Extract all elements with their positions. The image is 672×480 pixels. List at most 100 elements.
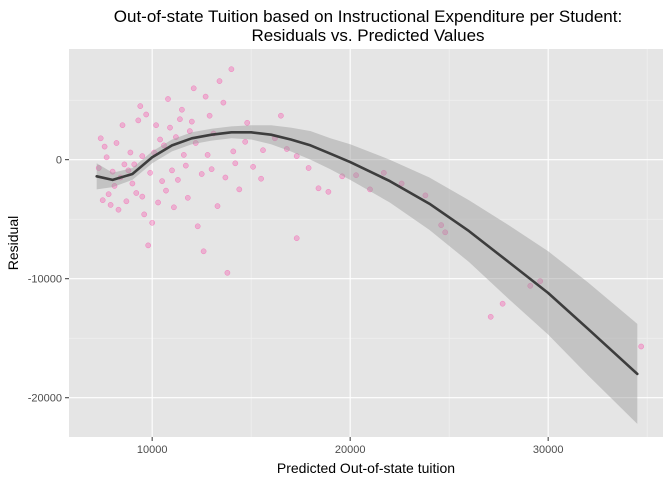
data-point (236, 186, 243, 193)
data-point (367, 186, 373, 193)
y-tick-label: 0 (56, 155, 62, 167)
x-tick-label: 30000 (533, 444, 564, 456)
x-axis-title: Predicted Out-of-state tuition (277, 460, 455, 476)
data-point (190, 85, 197, 92)
data-point (202, 93, 209, 100)
data-point (208, 166, 215, 173)
data-point (353, 172, 359, 179)
data-point (192, 140, 199, 146)
data-point (139, 193, 146, 200)
data-point (163, 187, 169, 194)
data-point (499, 300, 506, 307)
data-point (232, 160, 239, 167)
data-point (244, 119, 251, 126)
data-point (155, 199, 161, 206)
data-point (214, 203, 221, 209)
data-point (339, 173, 346, 180)
data-point (258, 175, 264, 182)
data-point (177, 116, 183, 123)
data-point (111, 183, 118, 189)
data-point (99, 197, 106, 204)
data-point (438, 222, 445, 228)
data-point (250, 163, 256, 170)
data-point (638, 343, 645, 350)
data-point (315, 185, 322, 192)
data-point (101, 143, 108, 150)
data-point (137, 103, 144, 109)
x-axis: 10000 20000 30000 (137, 437, 564, 456)
y-tick-label: -20000 (28, 393, 62, 405)
data-point (184, 194, 191, 201)
data-point (180, 152, 187, 158)
data-point (230, 148, 237, 155)
data-point (165, 96, 171, 102)
data-point (147, 169, 154, 176)
data-point (135, 117, 142, 124)
data-point (125, 167, 132, 174)
data-point (97, 135, 104, 142)
data-point (95, 165, 102, 171)
data-point (115, 206, 122, 213)
chart-title: Out-of-state Tuition based on Instructio… (114, 7, 622, 26)
data-point (141, 211, 148, 218)
data-point (105, 191, 112, 198)
data-point (398, 180, 405, 187)
data-point (179, 106, 185, 113)
data-point (153, 122, 159, 129)
data-point (222, 174, 229, 181)
data-point (293, 153, 300, 159)
data-point (127, 149, 134, 156)
data-point (149, 219, 156, 226)
data-point (200, 248, 207, 255)
y-axis-title: Residual (5, 216, 21, 270)
minor-gridlines (69, 49, 663, 437)
data-point (169, 167, 175, 174)
plot-panel (69, 49, 663, 437)
data-point (109, 168, 116, 175)
data-point (224, 269, 231, 276)
data-point (442, 229, 449, 236)
data-point (143, 111, 150, 118)
data-point (145, 242, 152, 249)
chart-subtitle: Residuals vs. Predicted Values (251, 26, 484, 45)
data-point (206, 112, 213, 119)
data-point (107, 202, 114, 208)
data-point (216, 78, 223, 84)
data-point (527, 282, 534, 289)
data-point (325, 188, 332, 195)
data-point (283, 146, 290, 152)
scatter-points (95, 66, 645, 350)
major-gridlines (69, 49, 663, 437)
data-point (220, 99, 227, 106)
data-point (182, 162, 189, 169)
smooth-line (95, 131, 639, 376)
data-point (293, 235, 300, 242)
data-point (380, 169, 387, 176)
y-tick-label: -10000 (28, 274, 62, 286)
data-point (161, 142, 167, 149)
data-point (133, 190, 140, 196)
confidence-band (96, 125, 638, 424)
data-point (278, 112, 284, 119)
data-point (139, 153, 146, 159)
data-point (175, 177, 181, 183)
data-point (173, 134, 179, 140)
data-point (487, 313, 494, 320)
data-point (242, 138, 249, 145)
data-point (422, 192, 429, 199)
data-point (121, 161, 128, 168)
data-point (157, 136, 163, 143)
data-point (228, 66, 235, 73)
data-point (188, 118, 195, 125)
data-point (260, 147, 266, 154)
data-point (537, 278, 544, 284)
data-point (167, 124, 173, 131)
data-point (198, 171, 205, 177)
data-point (103, 154, 110, 161)
data-point (123, 198, 130, 205)
data-point (186, 128, 193, 134)
y-axis: 0 -10000 -20000 (28, 155, 69, 405)
data-point (131, 161, 138, 168)
data-point (119, 122, 126, 129)
data-point (305, 165, 312, 171)
